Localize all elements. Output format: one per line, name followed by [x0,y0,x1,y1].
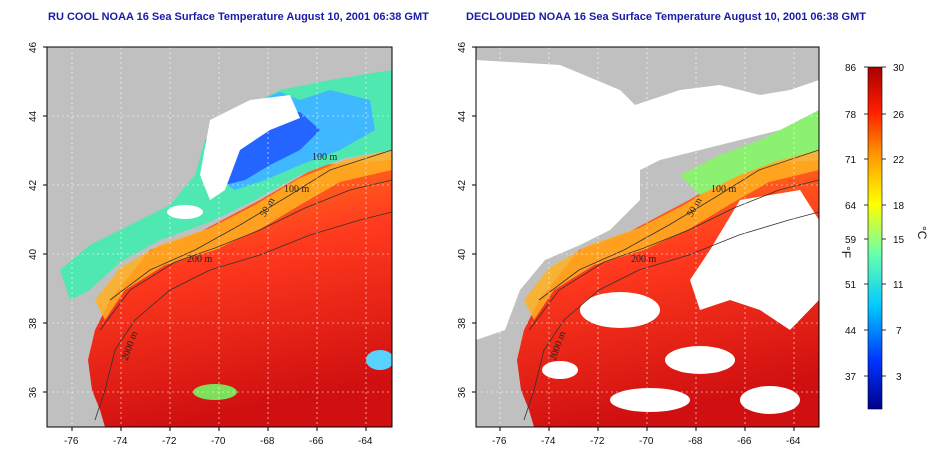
lon-tick-label: -72 [590,436,605,447]
cloud-mask [476,60,650,340]
axis-ticks [43,46,367,431]
fahrenheit-unit-label: °F [839,246,853,258]
lat-tick-label: 36 [28,386,39,398]
lon-tick-label: -76 [492,436,507,447]
cloud-patch [167,205,203,219]
lat-tick-label: 36 [457,386,468,398]
fahrenheit-tick-label: 86 [845,63,857,74]
lat-tick-label: 46 [457,41,468,53]
lon-tick-label: -70 [639,436,654,447]
contour-label: 100 m [284,184,310,195]
lat-tick-label: 44 [457,110,468,122]
fahrenheit-tick-label: 37 [845,372,857,383]
cloud-mask [542,361,578,379]
contour-label: 200 m [187,254,213,265]
celsius-unit-label: °C [915,226,929,240]
right-map-title: DECLOUDED NOAA 16 Sea Surface Temperatur… [466,11,866,23]
warm-eddy [366,350,392,370]
celsius-tick-label: 7 [896,326,902,337]
axis-ticks [472,46,795,431]
colorbar-gradient [867,66,883,410]
warm-eddy [193,384,237,400]
lat-tick-label: 40 [457,248,468,260]
lat-tick-label: 46 [28,41,39,53]
lon-tick-label: -64 [786,436,801,447]
contour-2000m [523,211,819,421]
lon-tick-label: -64 [358,436,373,447]
celsius-tick-labels: 30 26 22 18 15 11 7 3 [893,63,905,383]
shelf-warm-band [95,150,392,320]
contour-100m [538,149,819,301]
contour-label: 100 m [711,184,737,195]
temperature-colorbar: 86 78 71 64 59 51 44 37 30 26 22 18 15 1… [839,63,929,410]
cloud-patch [200,95,300,200]
celsius-tick-label: 26 [893,110,905,121]
colorbar-ticks [864,66,886,377]
cloud-mask [580,292,660,328]
left-map-panel: 100 m 100 m 50 m 200 m 2000 m [28,41,393,447]
lon-tick-label: -72 [162,436,177,447]
cloud-mask [610,388,690,412]
fahrenheit-tick-label: 78 [845,110,857,121]
fahrenheit-tick-label: 51 [845,280,857,291]
lat-tick-label: 40 [28,248,39,260]
contour-200m [99,179,392,331]
lon-tick-label: -66 [737,436,752,447]
left-map-title: RU COOL NOAA 16 Sea Surface Temperature … [48,11,429,23]
cloud-mask [690,190,819,330]
contour-2000m [94,211,392,421]
lon-tick-label: -66 [309,436,324,447]
celsius-tick-label: 11 [893,280,904,291]
contour-label: 100 m [312,152,338,163]
lon-tick-label: -70 [211,436,226,447]
lat-lon-grid [476,47,819,427]
celsius-tick-label: 30 [893,63,905,74]
fahrenheit-tick-label: 64 [845,201,857,212]
lat-tick-label: 42 [457,179,468,191]
lon-tick-label: -74 [541,436,556,447]
shelf-cool-water [680,110,819,195]
fahrenheit-tick-label: 71 [845,155,857,166]
contour-label: 200 m [631,254,657,265]
lon-tick-labels: -76 -74 -72 -70 -68 -66 -64 [64,436,373,447]
celsius-tick-label: 18 [893,201,905,212]
lat-tick-labels: 36 38 40 42 44 46 [457,41,468,398]
ocean-sst-field [88,160,392,427]
right-map-panel: 100 m 50 m 200 m 2000 m - [457,41,820,447]
lat-lon-grid [47,47,392,427]
contour-200m [528,179,819,331]
fahrenheit-tick-label: 59 [845,235,857,246]
lon-tick-label: -68 [688,436,703,447]
celsius-tick-label: 3 [896,372,902,383]
lat-tick-label: 42 [28,179,39,191]
lon-tick-label: -74 [113,436,128,447]
lat-tick-label: 44 [28,110,39,122]
contour-100m [109,149,392,301]
lat-tick-label: 38 [28,317,39,329]
lat-tick-labels: 36 38 40 42 44 46 [28,41,39,398]
fahrenheit-tick-label: 44 [845,326,857,337]
fahrenheit-tick-labels: 86 78 71 64 59 51 44 37 [845,63,857,383]
cloud-mask [665,346,735,374]
cloud-mask [740,386,800,414]
celsius-tick-label: 22 [893,155,905,166]
cloud-mask [620,80,819,170]
lon-tick-labels: -76 -74 -72 -70 -68 -66 -64 [492,436,801,447]
celsius-tick-label: 15 [893,235,905,246]
lon-tick-label: -76 [64,436,79,447]
lon-tick-label: -68 [260,436,275,447]
lat-tick-label: 38 [457,317,468,329]
